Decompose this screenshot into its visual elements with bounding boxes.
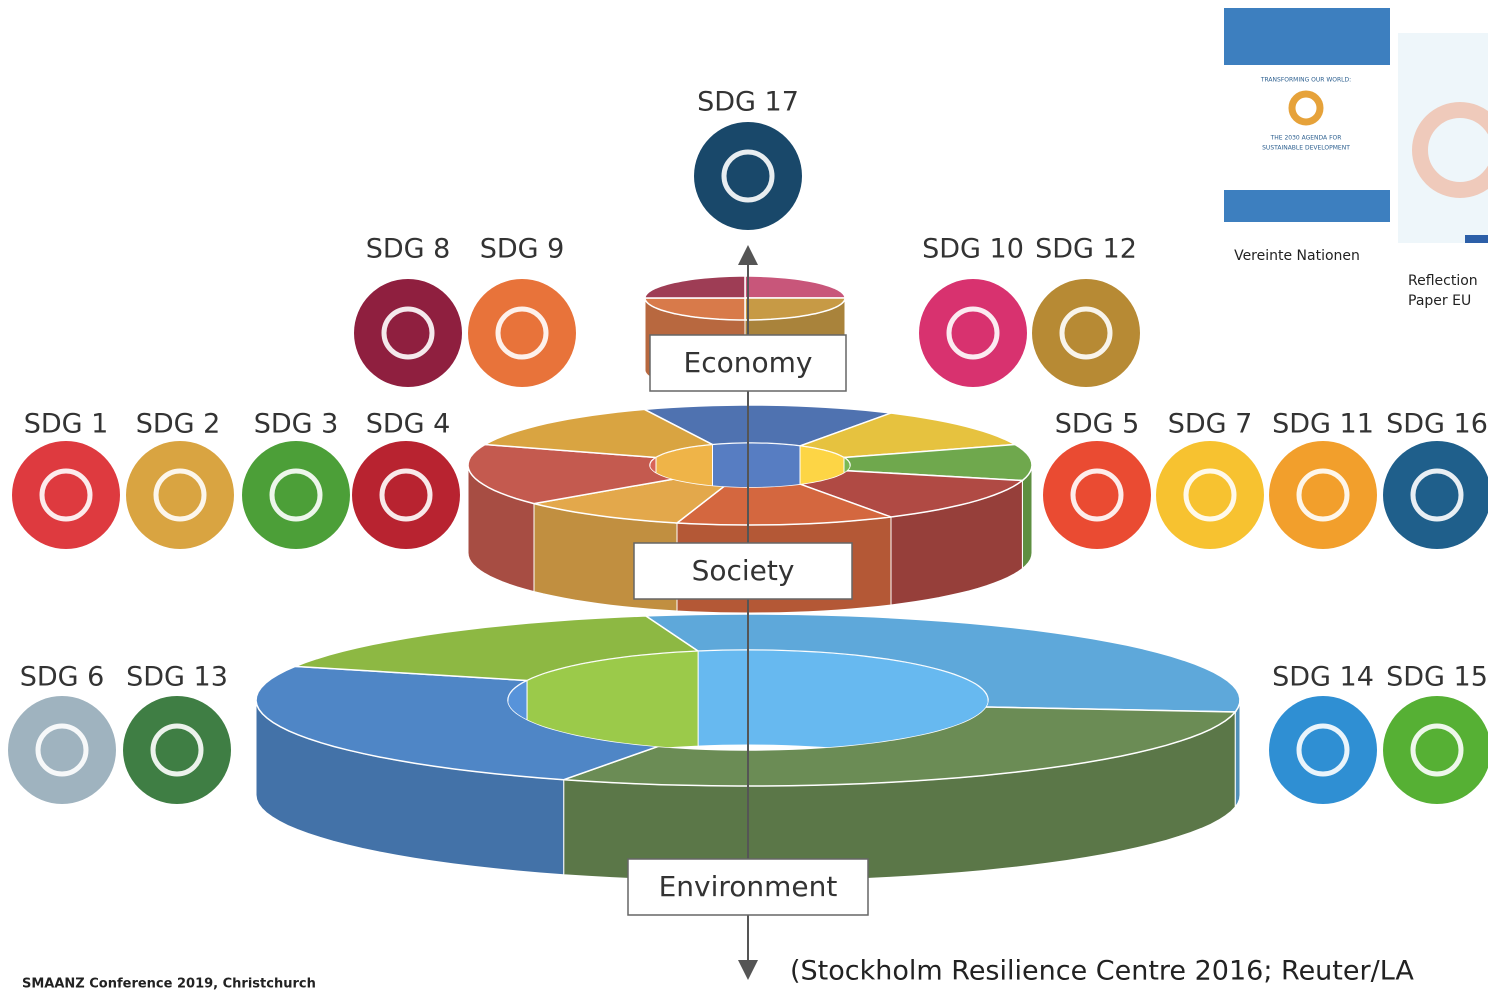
sdg-label: SDG 8 <box>366 234 451 265</box>
sdg-label: SDG 13 <box>126 662 228 693</box>
sdg-label: SDG 16 <box>1386 409 1488 440</box>
sdg-icon <box>1383 441 1488 549</box>
sdg-icon <box>1383 696 1488 804</box>
sdg-icon <box>1156 441 1264 549</box>
un-cover-panel <box>1224 65 1390 190</box>
layer-label: Environment <box>659 870 838 903</box>
sdg-icon <box>123 696 231 804</box>
sdg-label: SDG 1 <box>24 409 109 440</box>
sdg-icon <box>1269 441 1377 549</box>
sdg-icon <box>468 279 576 387</box>
sdg-label: SDG 7 <box>1168 409 1253 440</box>
pub-caption: Paper EU <box>1408 293 1471 309</box>
sdg-label: SDG 9 <box>480 234 565 265</box>
sdg-icon <box>352 441 460 549</box>
layer-label: Economy <box>684 346 813 379</box>
sdg-icon <box>1032 279 1140 387</box>
sdg-icon <box>242 441 350 549</box>
sdg-label: SDG 3 <box>254 409 339 440</box>
cover-text: SUSTAINABLE DEVELOPMENT <box>1262 145 1350 152</box>
layer-label: Society <box>692 554 795 587</box>
sdg-label: SDG 12 <box>1035 234 1137 265</box>
sdg-label: SDG 2 <box>136 409 221 440</box>
citation: (Stockholm Resilience Centre 2016; Reute… <box>790 956 1414 987</box>
slide: Economy Society Environment SDG 17 SDG 8 SDG … <box>0 0 1488 992</box>
ring-top <box>645 276 745 298</box>
sdg-label: SDG 10 <box>922 234 1024 265</box>
pub-caption: Reflection <box>1408 273 1478 289</box>
pub-caption: Vereinte Nationen <box>1234 248 1360 264</box>
sdg-icon <box>12 441 120 549</box>
sdg-label: SDG 4 <box>366 409 451 440</box>
sdg-icon <box>1043 441 1151 549</box>
cover-text: THE 2030 AGENDA FOR <box>1270 135 1342 142</box>
sdg-label: SDG 15 <box>1386 662 1488 693</box>
sdg-icon <box>354 279 462 387</box>
sdg-icon <box>694 122 802 230</box>
cover-text: TRANSFORMING OUR WORLD: <box>1260 77 1351 84</box>
footer: SMAANZ Conference 2019, Christchurch <box>22 977 316 992</box>
sdg-icon <box>919 279 1027 387</box>
eu-cover <box>1398 33 1488 243</box>
sdg-label: SDG 14 <box>1272 662 1374 693</box>
eu-band <box>1465 235 1488 243</box>
sdg-label: SDG 6 <box>20 662 105 693</box>
ring-top <box>745 276 845 298</box>
ring-side <box>1235 700 1240 807</box>
sdg-icon <box>8 696 116 804</box>
sdg-label: SDG 11 <box>1272 409 1374 440</box>
sdg-label: SDG 5 <box>1055 409 1140 440</box>
sdg-icon <box>126 441 234 549</box>
ring-side <box>1022 465 1032 569</box>
sdg-icon <box>1269 696 1377 804</box>
sdg-label: SDG 17 <box>697 87 799 118</box>
